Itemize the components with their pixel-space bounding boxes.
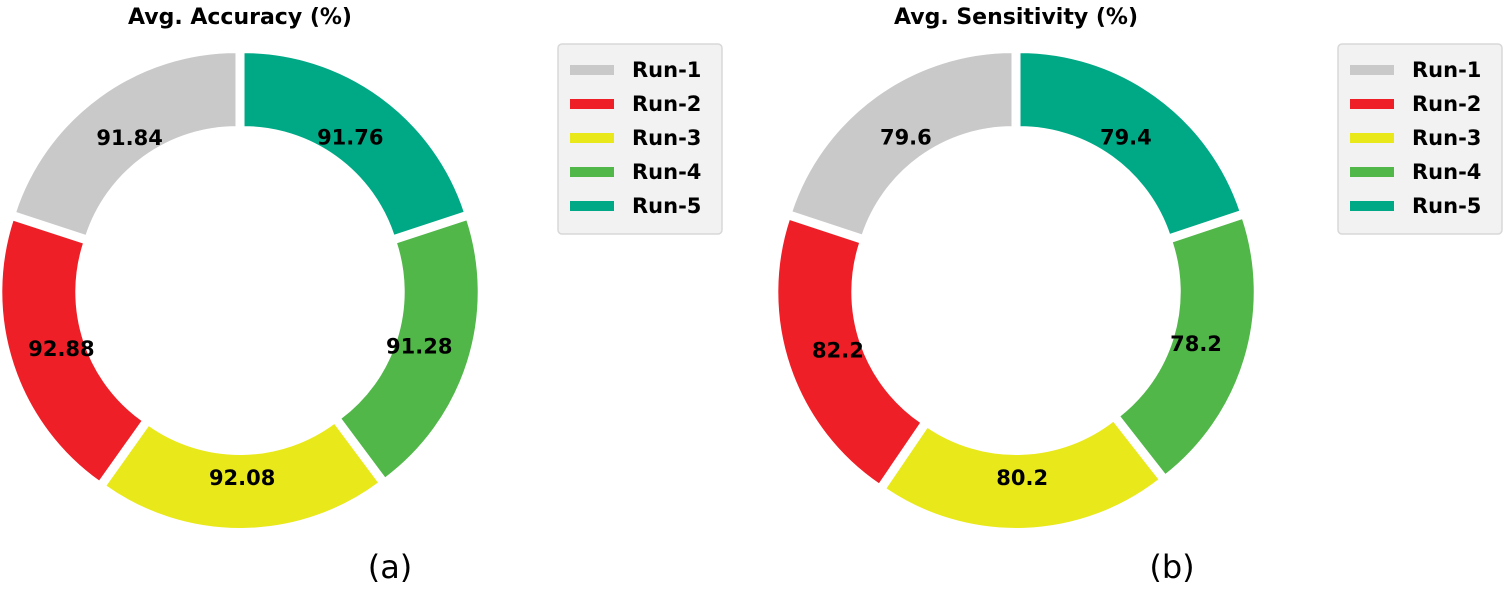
sensitivity-legend-swatch-run-3 — [1350, 133, 1394, 143]
sensitivity-legend-swatch-run-5 — [1350, 201, 1394, 211]
accuracy-chart-title: Avg. Accuracy (%) — [128, 5, 352, 30]
sensitivity-panel: Avg. Sensitivity (%) 79.682.280.278.279.… — [776, 5, 1503, 586]
accuracy-legend-swatch-run-4 — [570, 167, 614, 177]
sensitivity-value-label-run-4: 78.2 — [1170, 332, 1222, 356]
sensitivity-value-label-run-2: 82.2 — [812, 338, 864, 362]
accuracy-panel: Avg. Accuracy (%) 91.8492.8892.0891.2891… — [0, 5, 723, 586]
accuracy-legend-swatch-run-5 — [570, 201, 614, 211]
sensitivity-value-label-run-5: 79.4 — [1100, 125, 1152, 149]
accuracy-legend-label-run-2: Run-2 — [632, 92, 701, 116]
accuracy-value-label-run-3: 92.08 — [209, 466, 275, 490]
accuracy-legend-label-run-3: Run-3 — [632, 126, 701, 150]
sensitivity-legend-label-run-4: Run-4 — [1412, 160, 1481, 184]
accuracy-legend: Run-1 Run-2 Run-3 Run-4 Run-5 — [557, 43, 723, 235]
accuracy-slice-run-4 — [338, 217, 480, 481]
sensitivity-donut — [776, 51, 1256, 530]
accuracy-panel-caption: (a) — [368, 548, 413, 586]
sensitivity-slice-run-1 — [789, 51, 1014, 237]
sensitivity-legend-label-run-1: Run-1 — [1412, 58, 1481, 82]
accuracy-legend-label-run-1: Run-1 — [632, 58, 701, 82]
accuracy-legend-swatch-run-2 — [570, 99, 614, 109]
accuracy-legend-label-run-4: Run-4 — [632, 160, 701, 184]
accuracy-slice-run-3 — [103, 421, 381, 530]
accuracy-legend-swatch-run-1 — [570, 65, 614, 75]
accuracy-donut — [0, 51, 480, 530]
sensitivity-legend-box — [1337, 43, 1503, 235]
accuracy-legend-swatch-run-3 — [570, 133, 614, 143]
accuracy-legend-box — [557, 43, 723, 235]
sensitivity-panel-caption: (b) — [1149, 548, 1194, 586]
sensitivity-legend-swatch-run-1 — [1350, 65, 1394, 75]
sensitivity-legend-label-run-2: Run-2 — [1412, 92, 1481, 116]
sensitivity-slice-run-3 — [883, 419, 1162, 530]
accuracy-value-label-run-1: 91.84 — [96, 126, 162, 150]
sensitivity-slice-run-2 — [776, 217, 923, 486]
sensitivity-value-label-run-1: 79.6 — [880, 126, 932, 150]
accuracy-slice-run-2 — [0, 218, 145, 484]
sensitivity-slice-run-5 — [1018, 51, 1242, 237]
accuracy-value-label-run-4: 91.28 — [386, 335, 452, 359]
accuracy-legend-label-run-5: Run-5 — [632, 194, 701, 218]
sensitivity-legend-swatch-run-4 — [1350, 167, 1394, 177]
accuracy-slice-run-1 — [13, 51, 238, 238]
sensitivity-legend-swatch-run-2 — [1350, 99, 1394, 109]
sensitivity-legend-label-run-5: Run-5 — [1412, 194, 1481, 218]
sensitivity-value-label-run-3: 80.2 — [996, 466, 1048, 490]
sensitivity-legend-label-run-3: Run-3 — [1412, 126, 1481, 150]
accuracy-value-label-run-2: 92.88 — [28, 337, 94, 361]
sensitivity-slice-run-4 — [1117, 216, 1256, 477]
sensitivity-slice-labels: 79.6 82.2 80.2 78.2 79.4 — [812, 125, 1222, 489]
sensitivity-legend: Run-1 Run-2 Run-3 Run-4 Run-5 — [1337, 43, 1503, 235]
accuracy-slice-labels: 91.84 92.88 92.08 91.28 91.76 — [28, 126, 452, 490]
accuracy-slice-run-5 — [242, 51, 467, 238]
accuracy-value-label-run-5: 91.76 — [317, 126, 383, 150]
sensitivity-chart-title: Avg. Sensitivity (%) — [894, 5, 1138, 30]
